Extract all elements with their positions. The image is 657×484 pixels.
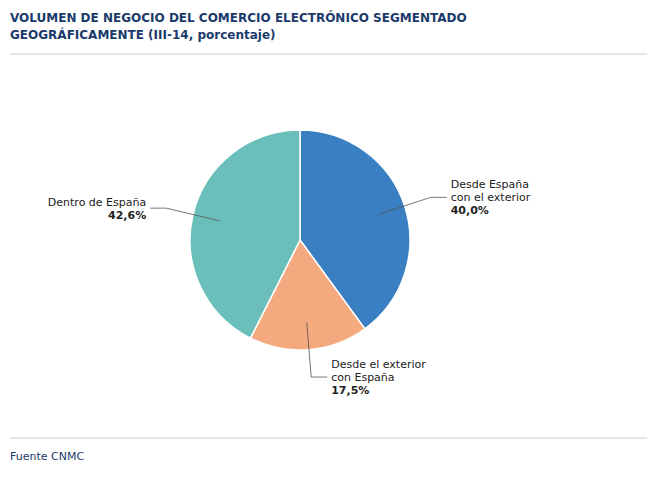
- category-label-line: Desde el exterior: [331, 358, 426, 371]
- category-label: Desde el exteriorcon España: [331, 358, 426, 384]
- data-label: 17,5%: [331, 384, 369, 397]
- leader-line: [307, 322, 327, 377]
- title-line: GEOGRÁFICAMENTE (III-14, porcentaje): [10, 27, 276, 42]
- title-rule: [10, 54, 647, 55]
- title-line: VOLUMEN DE NEGOCIO DEL COMERCIO ELECTRÓN…: [10, 10, 467, 25]
- source-rule: [10, 438, 647, 439]
- pie-slice: [190, 130, 300, 338]
- category-label-line: con el exterior: [451, 191, 531, 204]
- pie: [190, 130, 410, 350]
- data-label: 42,6%: [108, 209, 146, 222]
- leader-line: [150, 208, 220, 221]
- category-label-line: Desde España: [451, 178, 529, 191]
- category-label: Dentro de España: [48, 196, 146, 209]
- chart-container: VOLUMEN DE NEGOCIO DEL COMERCIO ELECTRÓN…: [0, 0, 657, 484]
- title: VOLUMEN DE NEGOCIO DEL COMERCIO ELECTRÓN…: [10, 10, 467, 42]
- source: Fuente CNMC: [10, 450, 84, 463]
- category-label-line: Dentro de España: [48, 196, 146, 209]
- leader-line: [378, 197, 446, 214]
- labels: Desde Españacon el exterior40,0% Desde el…: [48, 178, 531, 397]
- data-label: 40,0%: [451, 204, 489, 217]
- category-label: Desde Españacon el exterior: [451, 178, 531, 204]
- chart: VOLUMEN DE NEGOCIO DEL COMERCIO ELECTRÓN…: [0, 0, 657, 484]
- category-label-line: con España: [331, 371, 394, 384]
